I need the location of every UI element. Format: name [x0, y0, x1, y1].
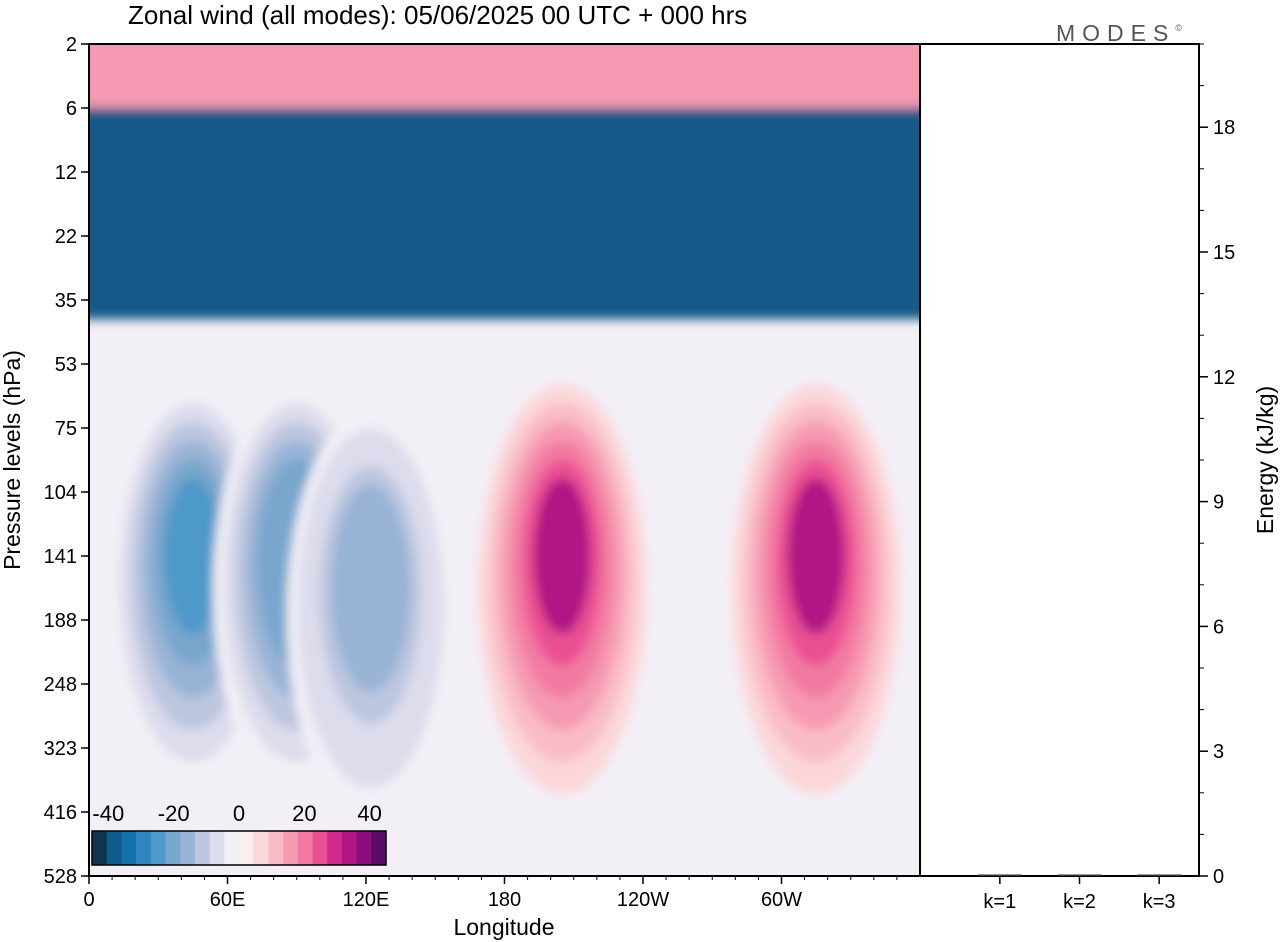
colorbar-tick-label: 0	[233, 801, 245, 826]
energy-bar	[1057, 874, 1102, 876]
energy-tick-label: 15	[1213, 242, 1235, 264]
y-tick-label: 323	[44, 738, 77, 760]
energy-tick-label: 18	[1213, 117, 1235, 139]
colorbar-swatch	[283, 831, 299, 865]
colorbar-tick-label: -20	[158, 801, 190, 826]
y-tick-label: 53	[55, 354, 77, 376]
colorbar-tick-label: -40	[92, 801, 124, 826]
colorbar-swatch	[356, 831, 372, 865]
heatmap-panel: 0 60E 120E 180 120W 60W 2 6 12 22 35 53 75 104 141 188…	[0, 34, 921, 940]
energy-category-label: k=3	[1143, 891, 1176, 913]
energy-tick-label: 9	[1213, 492, 1224, 514]
y-tick-label: 6	[66, 98, 77, 120]
energy-tick-label: 0	[1213, 866, 1224, 888]
energy-tick-label: 3	[1213, 741, 1224, 763]
y-axis: 2 6 12 22 35 53 75 104 141 188 248 323 416 528	[44, 34, 89, 888]
colorbar-tick-label: 40	[357, 801, 381, 826]
colorbar-swatch	[297, 831, 313, 865]
colorbar-swatch	[371, 831, 387, 865]
colorbar-swatch	[327, 831, 343, 865]
energy-axis-title: Energy (kJ/kg)	[1252, 386, 1278, 534]
energy-tick-label: 12	[1213, 367, 1235, 389]
x-tick-label: 60W	[761, 889, 802, 911]
easterly-core	[342, 503, 400, 660]
colorbar-tick-label: 20	[292, 801, 316, 826]
wind-band	[89, 44, 920, 108]
modes-logo: MODES©	[1056, 20, 1182, 47]
x-tick-label: 60E	[210, 889, 246, 911]
energy-frame	[919, 43, 1200, 877]
energy-bars: k=1 k=2 k=3	[977, 874, 1182, 913]
y-tick-label: 12	[55, 162, 77, 184]
energy-tick-label: 6	[1213, 616, 1224, 638]
energy-category-label: k=2	[1063, 891, 1096, 913]
westerly-core	[533, 478, 591, 634]
colorbar-swatch	[239, 831, 255, 865]
y-tick-label: 2	[66, 34, 77, 56]
y-tick-label: 416	[44, 802, 77, 824]
colorbar-swatch	[180, 831, 196, 865]
energy-axis: 0 3 6 9 12 15 18	[1199, 43, 1235, 888]
colorbar-swatch	[341, 831, 358, 865]
colorbar-swatch	[312, 831, 328, 865]
y-tick-label: 188	[44, 610, 77, 632]
wind-field	[89, 44, 920, 820]
energy-category-label: k=1	[983, 891, 1016, 913]
y-tick-label: 22	[55, 226, 77, 248]
colorbar-swatch	[194, 831, 211, 865]
colorbar-swatch	[268, 831, 284, 865]
x-tick-label: 120W	[617, 889, 669, 911]
easterly-core	[164, 478, 222, 634]
colorbar-swatch	[165, 831, 181, 865]
contour-field	[89, 44, 920, 820]
y-tick-label: 141	[44, 546, 77, 568]
x-axis: 0 60E 120E 180 120W 60W	[83, 876, 898, 911]
x-tick-label: 120E	[343, 889, 390, 911]
colorbar-swatch	[150, 831, 166, 865]
colorbar-swatch	[136, 831, 152, 865]
y-tick-label: 75	[55, 418, 77, 440]
colorbar-swatch	[224, 831, 240, 865]
westerly-core	[787, 478, 845, 634]
y-tick-label: 248	[44, 674, 77, 696]
x-tick-label: 0	[83, 889, 94, 911]
colorbar-swatch	[121, 831, 137, 865]
energy-bar	[1137, 874, 1182, 876]
colorbar: -40 -20 0 20 40	[91, 801, 387, 866]
y-tick-label: 528	[44, 866, 77, 888]
y-tick-label: 35	[55, 290, 77, 312]
x-tick-label: 180	[488, 889, 521, 911]
colorbar-frame	[91, 830, 387, 866]
colorbar-swatch	[92, 831, 108, 865]
colorbar-swatch	[253, 831, 269, 865]
logo-mark: ©	[1175, 23, 1182, 33]
colorbar-swatch	[209, 831, 225, 865]
chart-title: Zonal wind (all modes): 05/06/2025 00 UT…	[128, 0, 748, 30]
energy-bar	[977, 874, 1022, 876]
y-tick-label: 104	[44, 482, 77, 504]
x-axis-title: Longitude	[453, 914, 554, 940]
y-axis-title: Pressure levels (hPa)	[0, 350, 25, 570]
wind-band	[89, 98, 920, 320]
colorbar-swatch	[106, 831, 122, 865]
logo-text: MODES	[1056, 20, 1176, 46]
energy-panel: 0 3 6 9 12 15 18 k=1 k=2 k=3 Energy (kJ/kg)	[919, 43, 1278, 913]
